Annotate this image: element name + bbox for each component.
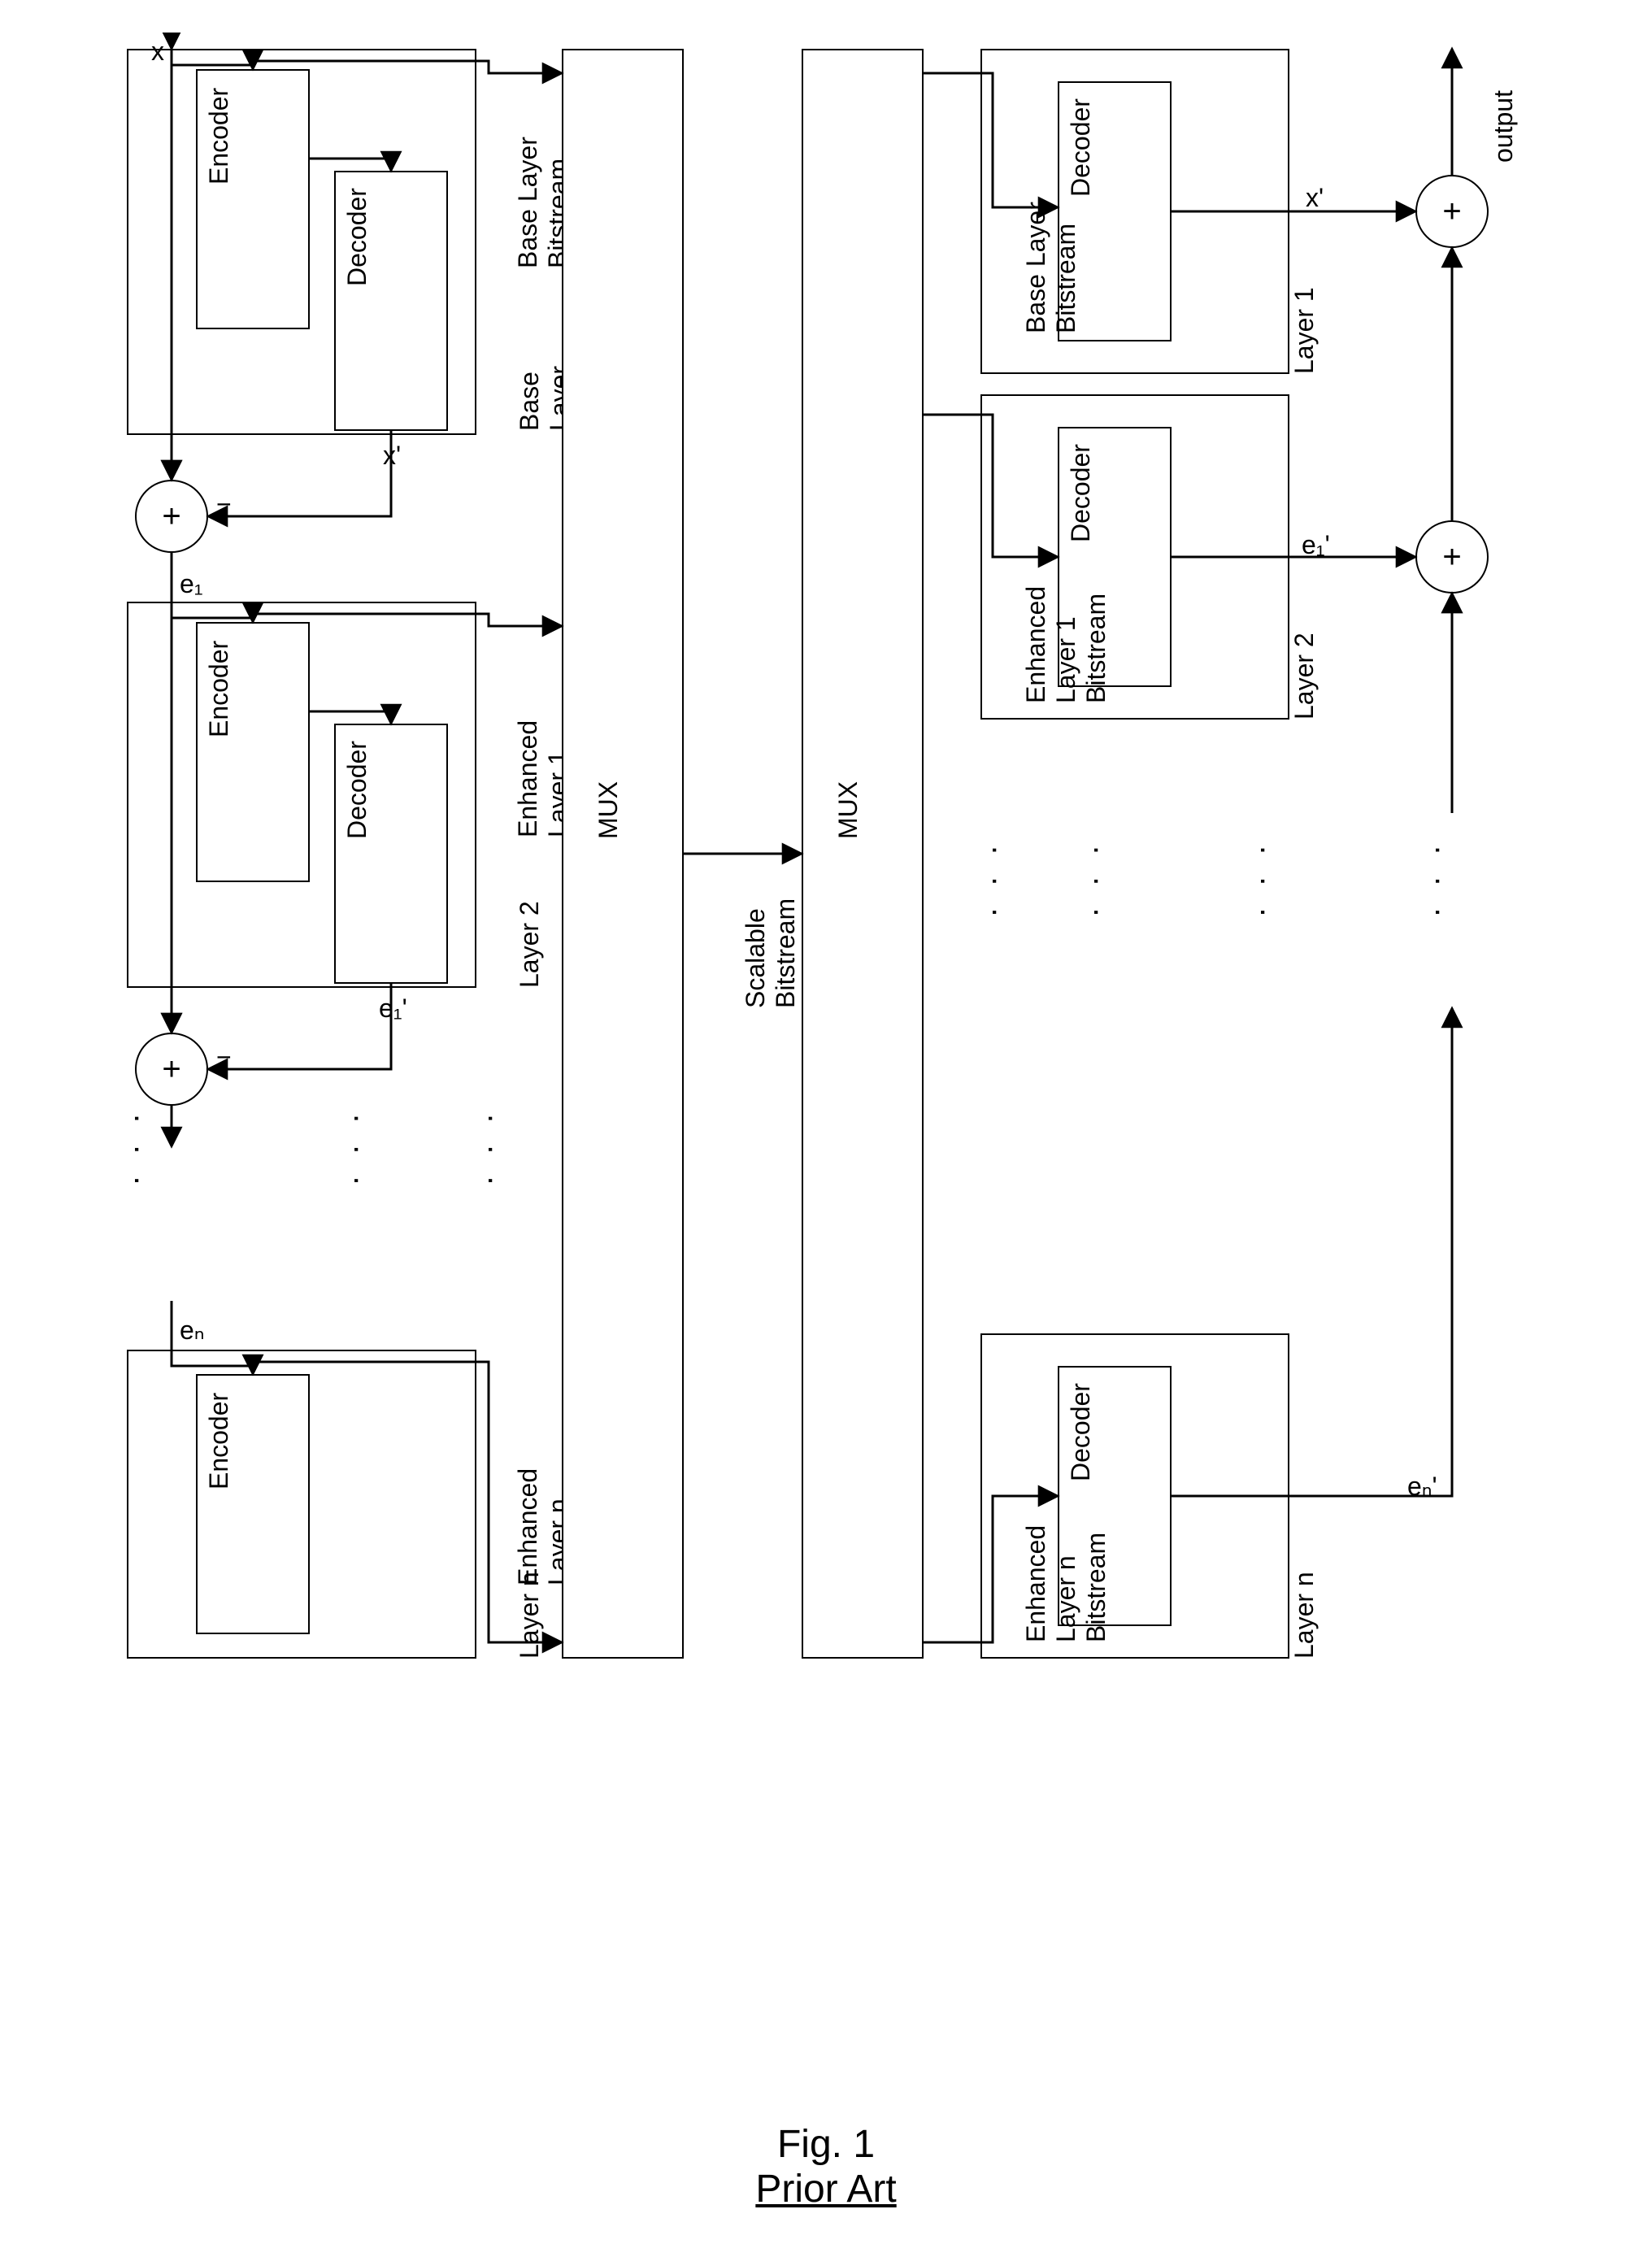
dec-l1-layer-label: Layer 1	[1289, 287, 1319, 374]
enc-l2-decoder: Decoder	[334, 724, 448, 984]
enc-adder-2: +	[135, 1033, 208, 1106]
dec-ln-bitstream-label: Enhanced Layer n Bitstream	[1021, 1525, 1111, 1642]
signal-x: x	[151, 37, 164, 67]
enc-base-encoder: Encoder	[196, 69, 310, 329]
mux-encoder-label: MUX	[593, 781, 624, 838]
dots-enc-vert: . . .	[127, 1114, 163, 1192]
diagram-canvas: Encoder Decoder Base Layer Bitstream Bas…	[33, 33, 1619, 2106]
signal-e1prime-enc: e₁'	[379, 994, 407, 1024]
enc-base-decoder: Decoder	[334, 171, 448, 431]
caption-line2: Prior Art	[755, 2168, 896, 2211]
enc-adder-1: +	[135, 480, 208, 553]
mux-encoder: MUX	[562, 49, 684, 1659]
dec-ln-layer-label: Layer n	[1289, 1572, 1319, 1659]
dots-enc-vert2: . . .	[346, 1114, 383, 1192]
signal-en: eₙ	[180, 1316, 205, 1346]
signal-minus-1: −	[216, 489, 232, 520]
signal-minus-2: −	[216, 1042, 232, 1072]
dec-adder-mid: +	[1415, 520, 1489, 594]
mux-decoder-label: MUX	[833, 781, 863, 838]
enc-base-decoder-label: Decoder	[342, 188, 372, 286]
enc-l2-layer-label: Layer 2	[515, 901, 545, 988]
dec-ln-decoder-label: Decoder	[1066, 1383, 1096, 1481]
signal-output: output	[1489, 90, 1519, 163]
enc-l2-encoder-label: Encoder	[204, 640, 234, 737]
caption-line1: Fig. 1	[777, 2123, 875, 2166]
dots-dec-sum: . . .	[1428, 846, 1464, 924]
enc-ln-layer-label: Layer n	[515, 1572, 545, 1659]
signal-e1prime-dec: e₁'	[1302, 530, 1330, 560]
dec-adder-out: +	[1415, 175, 1489, 248]
dots-dec-vert: . . .	[1086, 846, 1123, 924]
figure-caption: Fig. 1 Prior Art	[33, 2122, 1619, 2211]
enc-ln-encoder-label: Encoder	[204, 1392, 234, 1489]
enc-l2-decoder-label: Decoder	[342, 741, 372, 839]
dec-l2-bitstream-label: Enhanced Layer 1 Bitstream	[1021, 586, 1111, 703]
dots-dec-layer: . . .	[1253, 846, 1289, 924]
dec-l2-layer-label: Layer 2	[1289, 633, 1319, 720]
enc-ln-encoder: Encoder	[196, 1374, 310, 1634]
scalable-bitstream-label: Scalable Bitstream	[741, 898, 801, 1008]
signal-xprime-enc: x'	[383, 441, 401, 471]
dots-enc-label: . . .	[480, 1114, 517, 1192]
dec-l2-decoder-label: Decoder	[1066, 444, 1096, 542]
enc-l2-encoder: Encoder	[196, 622, 310, 882]
dots-dec-bits: . . .	[985, 846, 1021, 924]
signal-e1: e₁	[180, 569, 203, 599]
signal-xprime-dec: x'	[1306, 183, 1324, 213]
enc-base-encoder-label: Encoder	[204, 87, 234, 184]
dec-l1-bitstream-label: Base Layer Bitstream	[1021, 202, 1081, 333]
dec-l1-decoder-label: Decoder	[1066, 98, 1096, 197]
mux-decoder: MUX	[802, 49, 924, 1659]
signal-enprime-dec: eₙ'	[1407, 1472, 1437, 1502]
